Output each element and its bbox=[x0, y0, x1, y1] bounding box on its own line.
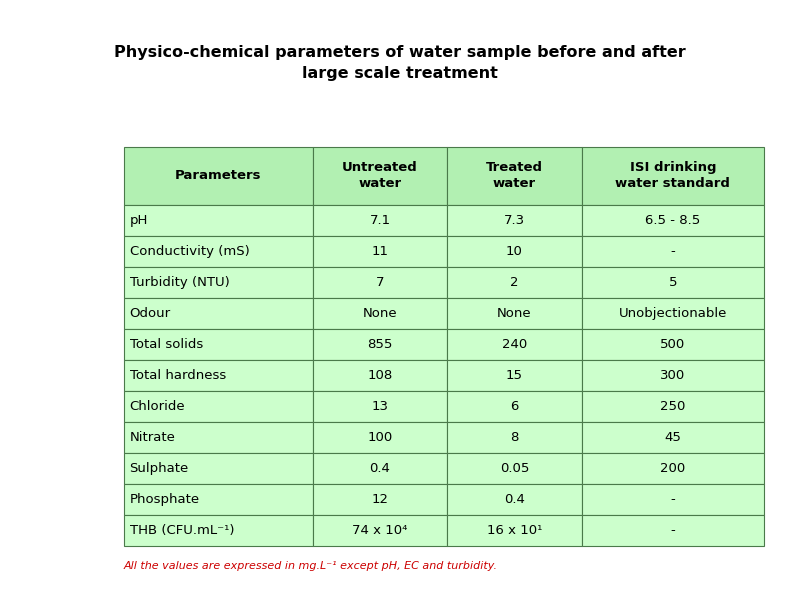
Text: Chloride: Chloride bbox=[130, 400, 186, 413]
Text: None: None bbox=[497, 307, 532, 320]
Bar bbox=[313, 360, 447, 391]
Text: Phosphate: Phosphate bbox=[130, 493, 200, 506]
Bar bbox=[447, 298, 582, 329]
Bar bbox=[313, 422, 447, 453]
Bar bbox=[124, 147, 313, 205]
Text: 0.4: 0.4 bbox=[370, 462, 390, 475]
Text: 8: 8 bbox=[510, 431, 518, 444]
Bar bbox=[313, 453, 447, 484]
Bar bbox=[447, 515, 582, 546]
Text: 13: 13 bbox=[371, 400, 389, 413]
Text: Turbidity (NTU): Turbidity (NTU) bbox=[130, 276, 230, 289]
Bar bbox=[447, 329, 582, 360]
Text: THB (CFU.mL⁻¹): THB (CFU.mL⁻¹) bbox=[130, 524, 234, 537]
Bar bbox=[582, 236, 764, 267]
Bar bbox=[124, 236, 313, 267]
Bar bbox=[124, 329, 313, 360]
Text: 7: 7 bbox=[376, 276, 384, 289]
Text: 0.4: 0.4 bbox=[504, 493, 525, 506]
Text: 100: 100 bbox=[367, 431, 393, 444]
Bar bbox=[313, 391, 447, 422]
Text: 5: 5 bbox=[669, 276, 677, 289]
Bar bbox=[582, 484, 764, 515]
Bar bbox=[124, 422, 313, 453]
Text: -: - bbox=[670, 493, 675, 506]
Text: Parameters: Parameters bbox=[175, 169, 262, 182]
Text: pH: pH bbox=[130, 214, 148, 227]
Text: 74 x 10⁴: 74 x 10⁴ bbox=[352, 524, 408, 537]
Text: 500: 500 bbox=[660, 338, 686, 351]
Text: Unobjectionable: Unobjectionable bbox=[618, 307, 727, 320]
Text: All the values are expressed in mg.L⁻¹ except pH, EC and turbidity.: All the values are expressed in mg.L⁻¹ e… bbox=[124, 561, 498, 571]
Text: Untreated
water: Untreated water bbox=[342, 161, 418, 190]
Bar bbox=[124, 515, 313, 546]
Text: Total solids: Total solids bbox=[130, 338, 203, 351]
Bar bbox=[313, 484, 447, 515]
Bar bbox=[447, 360, 582, 391]
Bar bbox=[582, 422, 764, 453]
Text: Nitrate: Nitrate bbox=[130, 431, 175, 444]
Bar bbox=[447, 267, 582, 298]
Bar bbox=[582, 329, 764, 360]
Bar bbox=[582, 205, 764, 236]
Text: 2: 2 bbox=[510, 276, 518, 289]
Bar bbox=[447, 453, 582, 484]
Bar bbox=[447, 205, 582, 236]
Text: 250: 250 bbox=[660, 400, 686, 413]
Bar bbox=[313, 515, 447, 546]
Text: 200: 200 bbox=[660, 462, 686, 475]
Text: ISI drinking
water standard: ISI drinking water standard bbox=[615, 161, 730, 190]
Bar bbox=[124, 391, 313, 422]
Text: Treated
water: Treated water bbox=[486, 161, 543, 190]
Text: Total hardness: Total hardness bbox=[130, 369, 226, 382]
Bar bbox=[124, 267, 313, 298]
Text: 15: 15 bbox=[506, 369, 523, 382]
Bar bbox=[124, 360, 313, 391]
Text: 11: 11 bbox=[371, 245, 389, 258]
Text: 300: 300 bbox=[660, 369, 686, 382]
Bar bbox=[582, 298, 764, 329]
Text: 6: 6 bbox=[510, 400, 518, 413]
Bar bbox=[313, 205, 447, 236]
Text: Physico-chemical parameters of water sample before and after
large scale treatme: Physico-chemical parameters of water sam… bbox=[114, 45, 686, 81]
Bar bbox=[582, 267, 764, 298]
Bar bbox=[124, 298, 313, 329]
Text: 45: 45 bbox=[664, 431, 682, 444]
Text: None: None bbox=[362, 307, 398, 320]
Bar bbox=[582, 147, 764, 205]
Bar bbox=[124, 205, 313, 236]
Text: 16 x 10¹: 16 x 10¹ bbox=[486, 524, 542, 537]
Bar bbox=[313, 236, 447, 267]
Bar bbox=[582, 391, 764, 422]
Text: 108: 108 bbox=[367, 369, 393, 382]
Bar bbox=[447, 236, 582, 267]
Text: 7.1: 7.1 bbox=[370, 214, 390, 227]
Text: -: - bbox=[670, 245, 675, 258]
Bar bbox=[582, 360, 764, 391]
Text: 6.5 - 8.5: 6.5 - 8.5 bbox=[645, 214, 701, 227]
Bar bbox=[582, 515, 764, 546]
Bar bbox=[313, 267, 447, 298]
Text: 855: 855 bbox=[367, 338, 393, 351]
Bar bbox=[313, 298, 447, 329]
Bar bbox=[447, 147, 582, 205]
Bar bbox=[447, 391, 582, 422]
Bar bbox=[447, 422, 582, 453]
Bar bbox=[124, 484, 313, 515]
Text: 240: 240 bbox=[502, 338, 527, 351]
Text: 10: 10 bbox=[506, 245, 523, 258]
Text: Sulphate: Sulphate bbox=[130, 462, 189, 475]
Text: Odour: Odour bbox=[130, 307, 170, 320]
Bar bbox=[582, 453, 764, 484]
Bar bbox=[447, 484, 582, 515]
Text: -: - bbox=[670, 524, 675, 537]
Text: 7.3: 7.3 bbox=[504, 214, 525, 227]
Bar bbox=[313, 329, 447, 360]
Text: Conductivity (mS): Conductivity (mS) bbox=[130, 245, 250, 258]
Bar bbox=[124, 453, 313, 484]
Bar bbox=[313, 147, 447, 205]
Text: 0.05: 0.05 bbox=[500, 462, 529, 475]
Text: 12: 12 bbox=[371, 493, 389, 506]
